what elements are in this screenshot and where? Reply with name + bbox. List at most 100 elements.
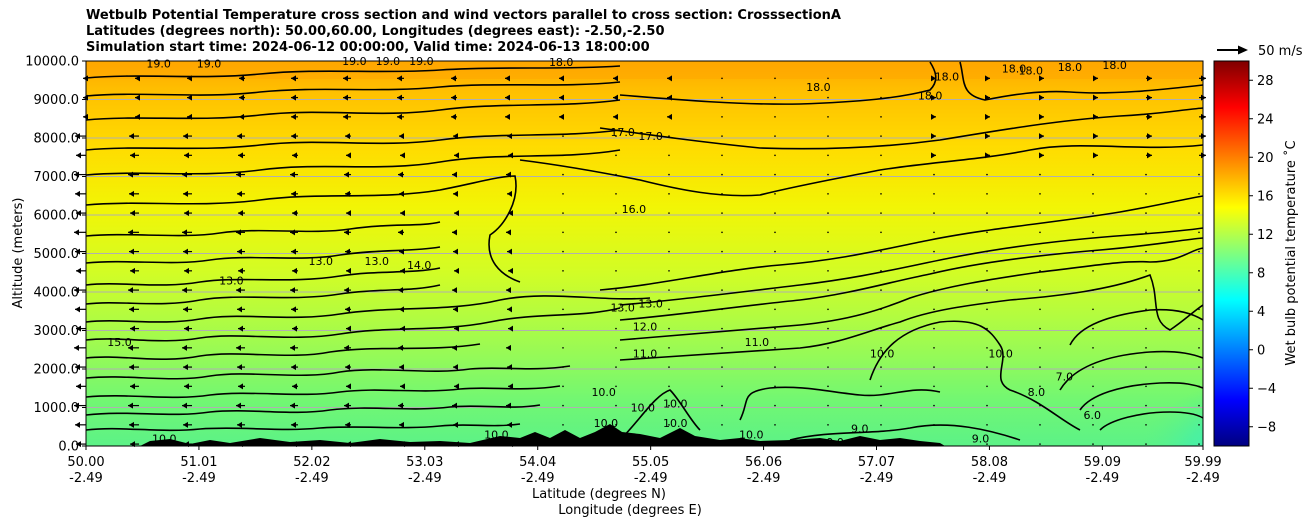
x-tick-label-lon: -2.49 (408, 471, 442, 486)
wind-vector-head (1147, 133, 1152, 140)
wind-vector-head (184, 210, 189, 217)
wind-key-label: 50 m/s (1258, 44, 1303, 59)
wind-vector-head (238, 152, 243, 159)
y-tick-label: 0.0 (58, 440, 79, 455)
wind-vector (562, 212, 564, 214)
contour-label: 6.0 (1084, 409, 1102, 422)
wind-vector (721, 96, 723, 99)
contour-line (739, 386, 941, 421)
wind-vector (1145, 173, 1147, 176)
contour-line (86, 129, 621, 151)
wind-vector-head (291, 94, 296, 101)
x-tick-label-lon: -2.49 (973, 471, 1007, 486)
wind-vector-head (292, 383, 297, 390)
wind-vector (1039, 231, 1041, 234)
x-tick-label-lat: 51.01 (180, 455, 217, 470)
wind-vector (562, 250, 564, 253)
colorbar-tick-label: −4 (1257, 382, 1276, 397)
wind-vector (721, 135, 723, 137)
wind-vector (668, 135, 670, 137)
wind-vector-head (76, 325, 81, 332)
wind-vector (774, 96, 776, 99)
wind-vector-head (345, 133, 350, 140)
wind-vector-head (75, 364, 80, 371)
wind-vector (880, 77, 882, 80)
wind-vector-head (291, 364, 296, 371)
wind-vector (615, 270, 617, 272)
wind-vector-head (74, 402, 79, 409)
wind-vector (721, 154, 723, 157)
contour-label: 10.0 (988, 348, 1013, 361)
terrain (140, 424, 945, 446)
x-tick-label-lat: 57.07 (858, 455, 895, 470)
colorbar-label: Wet bulb potential temperature ˚C (1283, 140, 1299, 365)
wind-vectors (74, 75, 1206, 448)
wind-vector-head (76, 383, 81, 390)
wind-vector (615, 135, 617, 137)
wind-vector (1198, 308, 1200, 311)
wind-vector (933, 308, 935, 311)
wind-vector-head (399, 190, 404, 197)
wind-vector-head (1093, 133, 1098, 140)
wind-vector (668, 327, 670, 330)
wind-vector (880, 96, 882, 99)
wind-vector-head (183, 248, 188, 255)
wind-vector (774, 231, 776, 234)
wind-vector (986, 443, 988, 445)
wind-vector (774, 212, 776, 214)
wind-vector-head (75, 306, 80, 313)
wind-vector-head (187, 75, 192, 82)
x-tick-label-lon: -2.49 (1086, 471, 1120, 486)
contour-line (86, 267, 441, 286)
contour-line (86, 175, 521, 283)
wind-vector (668, 424, 670, 426)
contour-label: 10.0 (591, 386, 616, 399)
wind-vector (827, 424, 829, 426)
contour-line (86, 404, 541, 416)
wind-vector (1039, 443, 1041, 445)
wind-vector (1092, 250, 1094, 253)
wind-vector (880, 424, 882, 426)
wind-vector-head (454, 383, 459, 390)
wind-vector (774, 193, 776, 195)
wind-vector (1092, 443, 1094, 445)
wind-vector-head (613, 75, 618, 82)
wind-vector (880, 116, 882, 118)
wind-vector-head (291, 248, 296, 255)
wind-vector-head (454, 210, 459, 217)
wind-vector (1039, 289, 1041, 291)
wind-vector (1039, 424, 1041, 426)
wind-vector (1092, 308, 1094, 311)
wind-vector (721, 385, 723, 388)
wind-vector-head (1093, 113, 1098, 120)
wind-vector (562, 231, 564, 234)
wind-vector (668, 270, 670, 272)
wind-vector (774, 154, 776, 157)
wind-vector (827, 385, 829, 388)
wind-vector (880, 443, 882, 445)
wind-vector (668, 443, 670, 445)
wind-vector-head (507, 190, 512, 197)
contour-label: 18.0 (1019, 65, 1044, 78)
wind-vector-head (454, 325, 459, 332)
wind-vector-head (183, 421, 188, 428)
contour-line (86, 423, 521, 432)
x-tick-label-lon: -2.49 (747, 471, 781, 486)
y-tick-label: 6000.0 (34, 209, 80, 224)
contour-line (599, 195, 1203, 291)
contour-label: 18.0 (806, 81, 831, 94)
wind-vector (1092, 212, 1094, 214)
wind-vector (668, 154, 670, 157)
wind-vector (1198, 366, 1200, 368)
wind-vector-head (1039, 113, 1044, 120)
wind-vector-head (931, 94, 936, 101)
contour-line (86, 81, 621, 97)
wind-vector-head (130, 325, 135, 332)
wind-vector-head (400, 210, 405, 217)
y-axis-label: Altitude (meters) (11, 198, 26, 309)
wind-vector-head (667, 94, 672, 101)
wind-vector (774, 270, 776, 272)
wind-vector (1198, 173, 1200, 176)
wind-vector-head (400, 267, 405, 274)
wind-vector (1198, 289, 1200, 291)
